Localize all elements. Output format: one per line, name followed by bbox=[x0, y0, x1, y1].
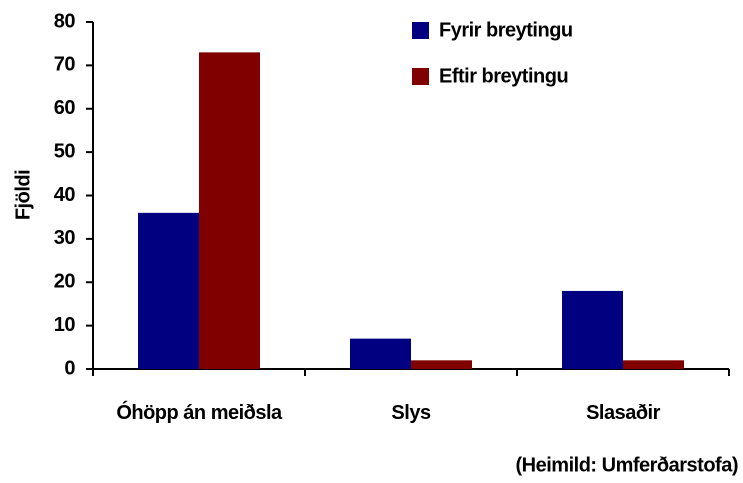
legend-swatch bbox=[412, 68, 429, 85]
y-tick-label: 60 bbox=[54, 97, 76, 119]
y-axis-label: Fjöldi bbox=[12, 170, 34, 220]
bar bbox=[138, 212, 199, 369]
y-tick-label: 0 bbox=[64, 357, 75, 379]
y-tick-label: 40 bbox=[54, 184, 76, 206]
bar bbox=[623, 360, 684, 369]
bar bbox=[562, 290, 623, 369]
bar bbox=[199, 52, 260, 370]
annotation: (Heimild: Umferðarstofa) bbox=[516, 454, 738, 476]
y-tick-label: 50 bbox=[54, 140, 76, 162]
x-tick-label: Slys bbox=[391, 402, 431, 424]
y-tick-label: 20 bbox=[54, 271, 76, 293]
legend-swatch bbox=[412, 22, 429, 39]
legend-label: Fyrir breytingu bbox=[439, 19, 573, 41]
bar bbox=[411, 360, 472, 369]
bar bbox=[350, 338, 411, 369]
y-tick-label: 30 bbox=[54, 227, 76, 249]
x-tick-label: Óhöpp án meiðsla bbox=[116, 402, 282, 424]
y-tick-label: 70 bbox=[54, 54, 76, 76]
x-tick-label: Slasaðir bbox=[586, 402, 660, 424]
legend-label: Eftir breytingu bbox=[439, 65, 568, 87]
y-tick-label: 80 bbox=[54, 10, 76, 32]
y-tick-label: 10 bbox=[54, 314, 76, 336]
